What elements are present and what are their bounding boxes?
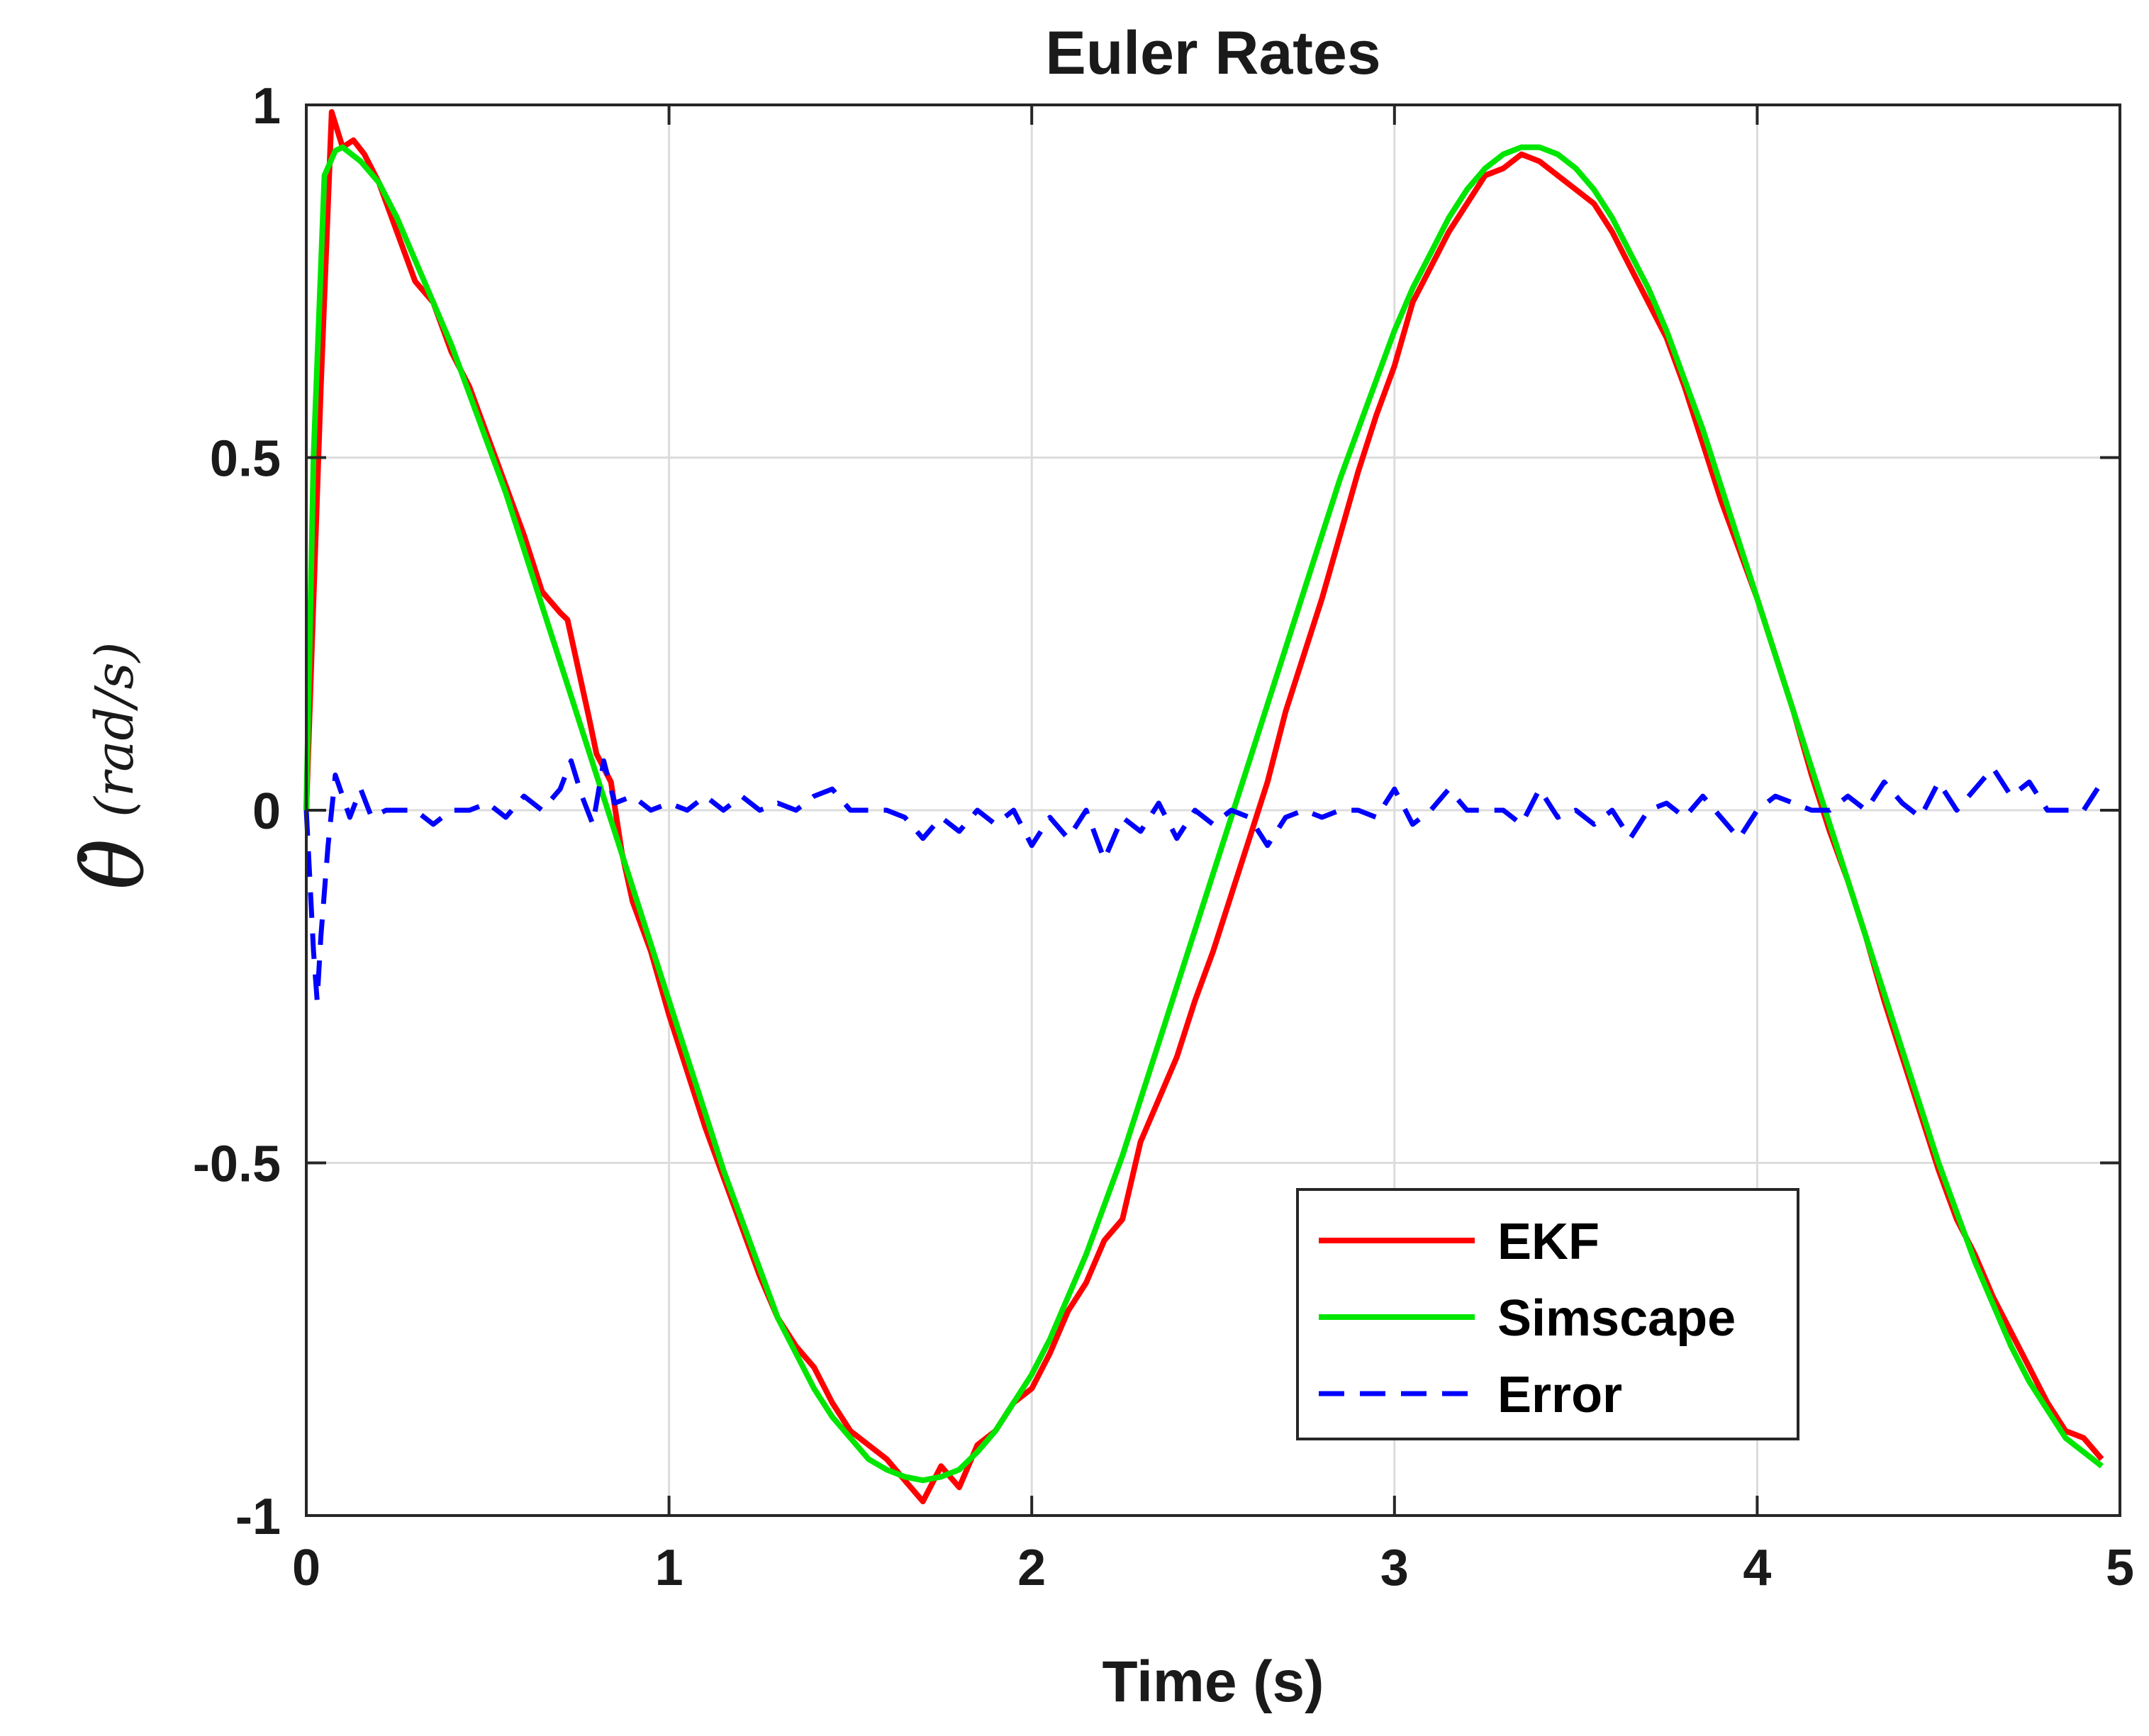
x-axis-label: Time (s) [1103, 1650, 1324, 1714]
legend-label-error: Error [1497, 1367, 1622, 1423]
y-tick-label-2: 0 [252, 783, 281, 840]
tick-layer: 0 1 2 3 4 5 -1 -0.5 0 0.5 1 [193, 78, 2134, 1596]
y-axis-label-units: (rad/s) [84, 642, 145, 817]
series-layer [303, 109, 2104, 1505]
legend-entries: EKF Simscape Error [1319, 1214, 1736, 1423]
x-tick-label-1: 1 [655, 1540, 683, 1596]
y-tick-label-4: 1 [252, 78, 281, 135]
legend: EKF Simscape Error [1296, 1188, 1799, 1440]
series-line-simscape [303, 144, 2104, 1484]
y-tick-label-1: -0.5 [193, 1136, 281, 1193]
x-tick-label-5: 5 [2106, 1540, 2134, 1596]
y-tick-label-0: -1 [235, 1489, 281, 1545]
x-tick-label-4: 4 [1743, 1540, 1771, 1596]
legend-label-simscape: Simscape [1497, 1290, 1736, 1347]
series-line-error [303, 758, 2104, 1004]
x-tick-label-3: 3 [1380, 1540, 1409, 1596]
x-tick-label-0: 0 [292, 1540, 320, 1596]
y-axis-label: θ̇ (rad/s) [65, 642, 163, 890]
y-tick-label-3: 0.5 [210, 431, 281, 488]
chart-title: Euler Rates [1045, 19, 1380, 87]
y-axis-label-symbol: θ̇ [65, 839, 163, 890]
x-tick-label-2: 2 [1017, 1540, 1046, 1596]
legend-label-ekf: EKF [1497, 1214, 1600, 1270]
